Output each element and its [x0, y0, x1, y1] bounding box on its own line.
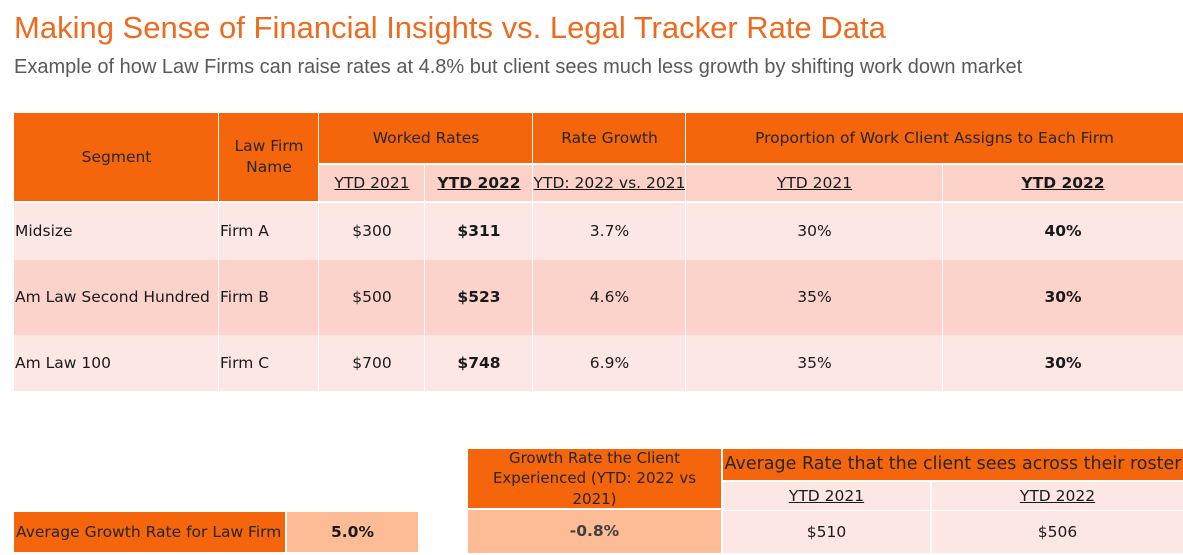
row-2-prop-2021: 35%	[686, 260, 943, 335]
grid-line	[532, 113, 533, 391]
roster-subheader-2021: YTD 2021	[723, 482, 930, 510]
row-3-prop-2022: 30%	[943, 335, 1183, 391]
row-2-rate-2022: $523	[425, 260, 533, 335]
avg-growth-value: 5.0%	[287, 512, 418, 552]
row-3-rate-2021: $700	[319, 335, 425, 391]
client-growth-value: -0.8%	[468, 510, 721, 553]
row-1-prop-2021: 30%	[686, 203, 943, 260]
header-firm-name: Law Firm Name	[219, 113, 319, 201]
row-2-firm: Firm B	[219, 260, 319, 335]
row-2-rate-2021: $500	[319, 260, 425, 335]
grid-line	[942, 165, 943, 391]
row-3-rate-2022: $748	[425, 335, 533, 391]
row-1-growth: 3.7%	[533, 203, 686, 260]
row-1-firm: Firm A	[219, 203, 319, 260]
row-1-rate-2022: $311	[425, 203, 533, 260]
row-2-growth: 4.6%	[533, 260, 686, 335]
roster-subheader-2022: YTD 2022	[932, 482, 1183, 510]
roster-header: Average Rate that the client sees across…	[723, 449, 1183, 480]
grid-line	[218, 113, 219, 391]
subheader-rate-growth: YTD: 2022 vs. 2021	[533, 165, 686, 201]
row-1-rate-2021: $300	[319, 203, 425, 260]
subheader-worked-2022: YTD 2022	[425, 165, 533, 201]
grid-line	[319, 163, 1183, 165]
subheader-proportion-2021: YTD 2021	[686, 165, 943, 201]
page-subtitle: Example of how Law Firms can raise rates…	[14, 56, 1023, 78]
grid-line	[424, 165, 425, 391]
roster-value-2021: $510	[723, 511, 930, 553]
row-2-segment: Am Law Second Hundred	[14, 260, 219, 335]
row-3-segment: Am Law 100	[14, 335, 219, 391]
row-3-prop-2021: 35%	[686, 335, 943, 391]
avg-growth-label: Average Growth Rate for Law Firm	[14, 512, 285, 552]
header-segment: Segment	[14, 113, 219, 201]
roster-value-2022: $506	[932, 511, 1183, 553]
subheader-worked-2021: YTD 2021	[319, 165, 425, 201]
header-worked-rates: Worked Rates	[319, 113, 533, 163]
row-3-firm: Firm C	[219, 335, 319, 391]
header-proportion: Proportion of Work Client Assigns to Eac…	[686, 113, 1183, 163]
header-rate-growth: Rate Growth	[533, 113, 686, 163]
row-2-prop-2022: 30%	[943, 260, 1183, 335]
row-1-segment: Midsize	[14, 203, 219, 260]
grid-line	[318, 113, 319, 391]
row-1-prop-2022: 40%	[943, 203, 1183, 260]
row-3-growth: 6.9%	[533, 335, 686, 391]
client-growth-label: Growth Rate the Client Experienced (YTD:…	[468, 449, 721, 508]
page-title: Making Sense of Financial Insights vs. L…	[14, 10, 886, 45]
subheader-proportion-2022: YTD 2022	[943, 165, 1183, 201]
grid-line	[685, 113, 686, 391]
grid-line	[14, 201, 1183, 203]
